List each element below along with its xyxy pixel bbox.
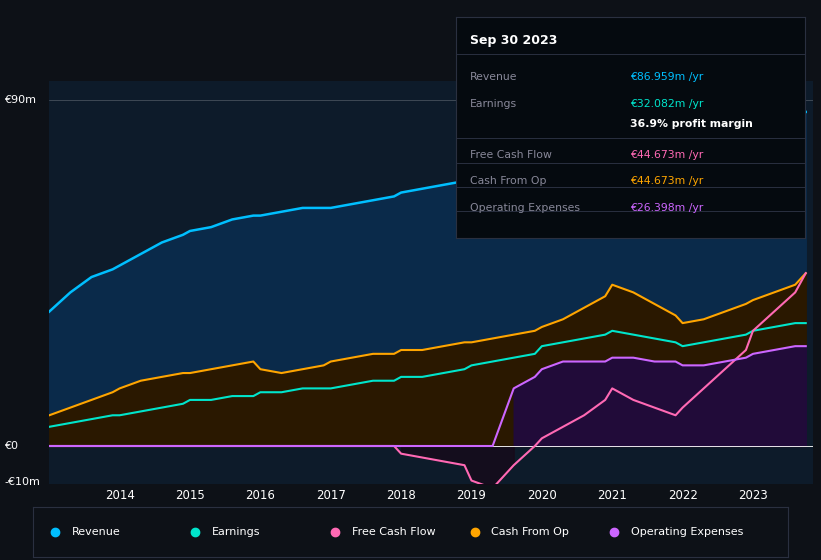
Text: €90m: €90m: [4, 95, 36, 105]
Text: Cash From Op: Cash From Op: [491, 527, 569, 537]
Text: Operating Expenses: Operating Expenses: [631, 527, 744, 537]
Text: Operating Expenses: Operating Expenses: [470, 203, 580, 213]
Text: €44.673m /yr: €44.673m /yr: [631, 150, 704, 160]
Text: €0: €0: [4, 441, 18, 451]
Text: Revenue: Revenue: [470, 72, 517, 82]
Text: Free Cash Flow: Free Cash Flow: [470, 150, 552, 160]
Text: Cash From Op: Cash From Op: [470, 176, 546, 186]
Text: €26.398m /yr: €26.398m /yr: [631, 203, 704, 213]
Text: Earnings: Earnings: [212, 527, 260, 537]
Text: 36.9% profit margin: 36.9% profit margin: [631, 119, 753, 129]
Text: €44.673m /yr: €44.673m /yr: [631, 176, 704, 186]
Text: €86.959m /yr: €86.959m /yr: [631, 72, 704, 82]
Text: Sep 30 2023: Sep 30 2023: [470, 35, 557, 48]
Text: €32.082m /yr: €32.082m /yr: [631, 99, 704, 109]
Text: Earnings: Earnings: [470, 99, 516, 109]
Text: Revenue: Revenue: [72, 527, 121, 537]
Text: -€10m: -€10m: [4, 477, 40, 487]
Text: Free Cash Flow: Free Cash Flow: [351, 527, 435, 537]
